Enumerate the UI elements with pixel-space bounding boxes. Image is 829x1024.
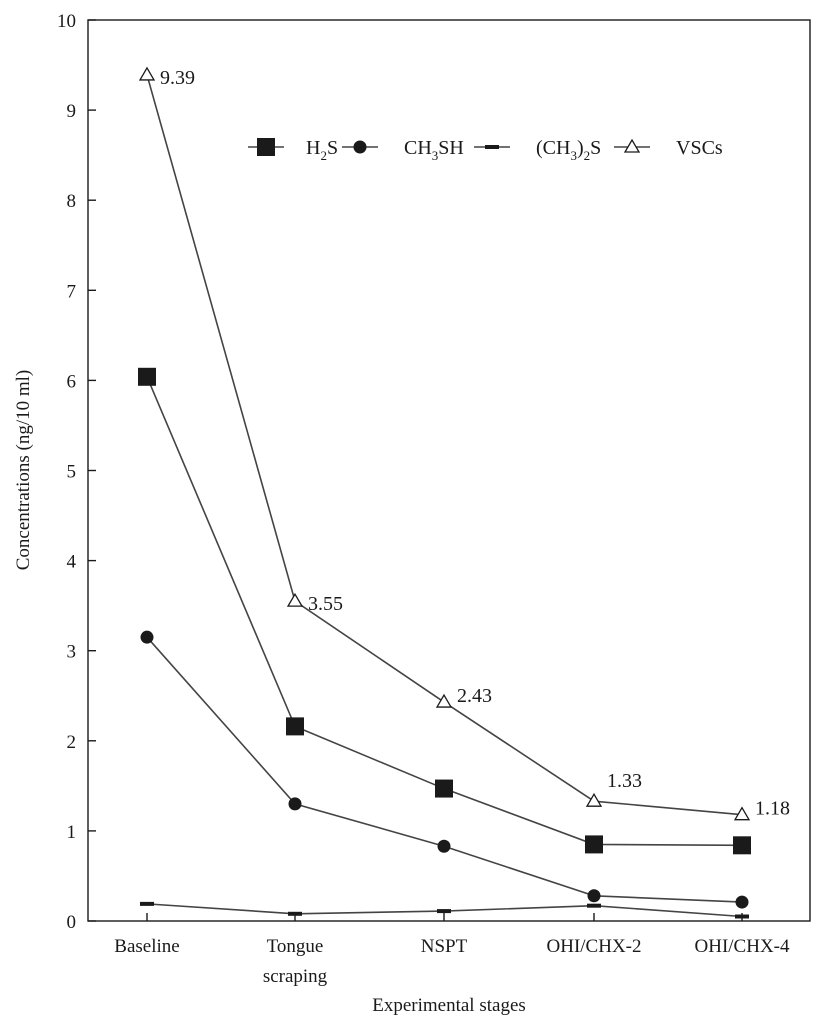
legend: H2S CH3SH (CH3)2S VSCs [248,137,723,163]
y-tick-label: 10 [57,11,76,32]
y-tick-label: 8 [67,191,77,212]
data-point [435,779,453,798]
x-tick-label: OHI/CHX-4 [695,936,790,957]
data-point [138,66,156,81]
legend-item: (CH3)2S [474,137,601,163]
series-vscs [138,66,751,821]
data-point [585,792,603,807]
legend-label: H2S [306,137,338,163]
data-point [735,914,749,919]
data-label: 1.18 [755,798,790,820]
y-tick-label: 1 [67,822,77,843]
chart-axes: 0 1 2 3 4 5 6 7 8 9 10 Baseline Tongue scraping NSPT OH… [57,11,811,987]
data-point [286,717,304,736]
data-label: 1.33 [607,770,642,792]
data-label: 2.43 [457,685,492,707]
series-h2s [138,367,751,855]
data-point [435,693,453,708]
data-point [140,901,154,906]
data-point [288,797,302,811]
legend-marker [623,138,641,153]
data-label: 9.39 [160,67,195,89]
legend-label: CH3SH [404,137,464,163]
data-point [733,806,751,821]
data-point [140,630,154,644]
x-tick-label: OHI/CHX-2 [547,936,642,957]
x-axis-title: Experimental stages [372,995,526,1016]
data-point [286,592,304,607]
series-line [146,636,743,903]
data-point [288,911,302,916]
series-line [146,376,743,847]
legend-label: (CH3)2S [536,137,601,163]
y-axis-title: Concentrations (ng/10 ml) [13,370,34,571]
data-point [437,909,451,914]
x-tick-label: Tongue scraping [263,936,328,987]
legend-item: CH3SH [342,137,464,163]
y-tick-label: 3 [67,642,77,663]
x-tick-label: Baseline [114,936,179,957]
data-point [733,836,751,855]
data-point [735,895,749,909]
data-point [437,839,451,853]
y-tick-label: 2 [67,732,77,753]
legend-item: VSCs [614,137,723,159]
series-layer [138,66,751,919]
y-tick-label: 9 [67,101,77,122]
data-labels-layer: 9.39 3.55 2.43 1.33 1.18 [160,67,790,820]
y-tick-label: 5 [67,462,77,483]
data-point [138,367,156,386]
y-tick-label: 4 [67,552,77,573]
series-ch32s [140,901,749,919]
data-label: 3.55 [308,593,343,615]
data-point [585,835,603,854]
data-point [587,903,601,908]
y-tick-label: 0 [67,912,77,933]
series-ch3sh [140,630,749,909]
y-tick-label: 7 [67,281,77,302]
x-tick-label: NSPT [421,936,468,957]
legend-marker [485,145,499,149]
legend-item: H2S [248,137,338,163]
data-point [587,889,601,903]
legend-marker [257,138,275,156]
legend-marker [353,140,367,154]
legend-label: VSCs [676,137,723,159]
y-tick-label: 6 [67,371,77,392]
